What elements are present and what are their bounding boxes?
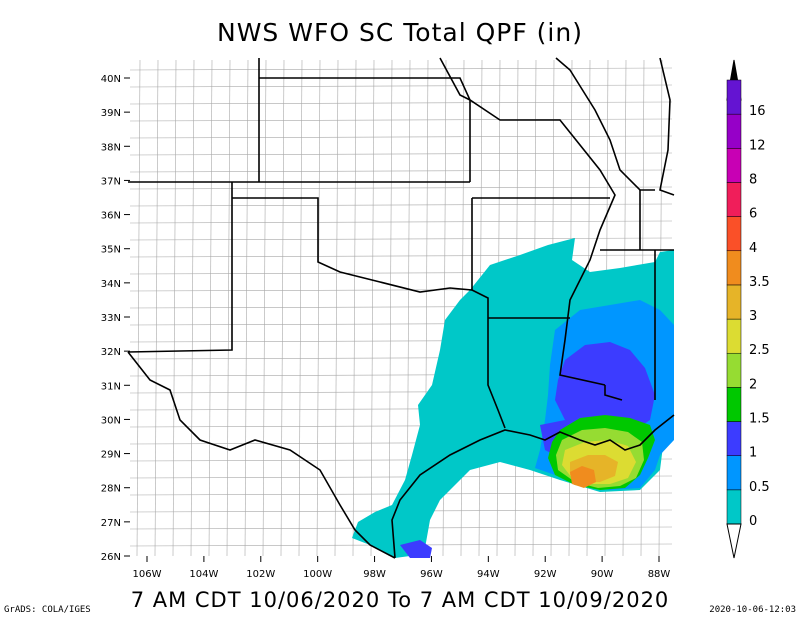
lon-label: 94W <box>477 569 500 580</box>
legend-label: 1 <box>749 446 757 461</box>
legend-swatch <box>726 284 742 320</box>
county-line <box>226 59 231 557</box>
legend-label: 3 <box>749 309 757 324</box>
legend-label: 12 <box>749 138 766 153</box>
valid-period: 7 AM CDT 10/06/2020 To 7 AM CDT 10/09/20… <box>130 588 670 612</box>
legend-swatch <box>726 421 742 456</box>
lat-label: 40N <box>101 74 121 85</box>
lon-label: 88W <box>648 569 671 580</box>
qpf-band-1-1.5-se-tip <box>400 540 432 558</box>
lat-label: 29N <box>101 450 121 461</box>
legend-label: 16 <box>749 104 766 119</box>
county-line <box>129 220 673 224</box>
lat-label: 27N <box>101 518 121 529</box>
legend-swatch <box>726 216 742 252</box>
lat-label: 31N <box>101 381 121 392</box>
legend-label: 2 <box>749 377 757 392</box>
legend-min-arrow <box>726 523 742 559</box>
county-line <box>129 67 673 71</box>
lon-label: 102W <box>246 569 275 580</box>
county-line <box>388 59 393 557</box>
county-line <box>298 59 303 557</box>
legend-swatch <box>726 489 742 525</box>
legend-swatch <box>726 318 742 354</box>
state-boundaries <box>127 57 675 559</box>
latitude-axis: 40N 39N 38N 37N 36N 35N 34N 33N 32N 31N 30N 29N 28N 2… <box>101 74 130 563</box>
lon-label: 96W <box>420 569 443 580</box>
lat-label: 39N <box>101 108 121 119</box>
lat-label: 28N <box>101 484 121 495</box>
lon-label: 92W <box>534 569 557 580</box>
county-line <box>129 152 673 156</box>
issue-timestamp: 2020-10-06-12:03 <box>709 605 796 615</box>
county-line <box>352 59 357 557</box>
county-line <box>129 186 673 190</box>
map-title: NWS WFO SC Total QPF (in) <box>217 18 583 47</box>
legend-swatch <box>726 352 742 388</box>
lat-label: 33N <box>101 313 121 324</box>
lon-label: 100W <box>303 569 332 580</box>
county-line <box>129 169 673 173</box>
legend-label: 2.5 <box>749 343 770 358</box>
county-line <box>334 59 339 557</box>
lat-label: 38N <box>101 142 121 153</box>
county-line <box>129 84 673 88</box>
county-line <box>280 59 285 557</box>
legend-label: 0.5 <box>749 480 770 495</box>
county-line <box>316 59 321 557</box>
legend-label: 0 <box>749 514 757 529</box>
county-line <box>129 135 673 139</box>
lat-label: 30N <box>101 415 121 426</box>
legend-swatch <box>726 387 742 422</box>
legend-label: 6 <box>749 207 757 222</box>
lat-label: 34N <box>101 279 121 290</box>
lat-label: 32N <box>101 347 121 358</box>
legend-label: 8 <box>749 172 757 187</box>
lon-label: 90W <box>591 569 614 580</box>
legend-label: 4 <box>749 241 757 256</box>
legend-swatch <box>726 113 742 149</box>
legend-swatch <box>726 455 742 491</box>
lat-label: 35N <box>101 245 121 256</box>
lat-label: 36N <box>101 211 121 222</box>
grads-credit: GrADS: COLA/IGES <box>4 605 91 615</box>
lat-label: 26N <box>101 552 121 563</box>
county-line <box>244 59 249 557</box>
legend-swatch <box>726 182 742 217</box>
legend-swatch <box>726 250 742 286</box>
county-line <box>129 237 673 241</box>
county-line <box>129 203 673 207</box>
legend-label: 3.5 <box>749 275 770 290</box>
county-line <box>129 118 673 122</box>
legend-swatch <box>726 148 742 183</box>
county-line <box>129 254 673 258</box>
county-line <box>370 59 375 557</box>
lon-label: 106W <box>133 569 162 580</box>
legend-swatch <box>726 79 742 115</box>
legend-label: 1.5 <box>749 412 770 427</box>
county-line <box>129 101 673 105</box>
lon-label: 98W <box>363 569 386 580</box>
longitude-axis: 106W 104W 102W 100W 98W 96W 94W 92W 90W 88W <box>133 556 671 580</box>
qpf-band-3.5-4 <box>570 466 596 488</box>
lon-label: 104W <box>189 569 218 580</box>
county-line <box>262 59 267 557</box>
lat-label: 37N <box>101 176 121 187</box>
qpf-legend: 0 0.5 1 1.5 2 2.5 3 3.5 4 6 8 12 16 <box>726 59 770 559</box>
